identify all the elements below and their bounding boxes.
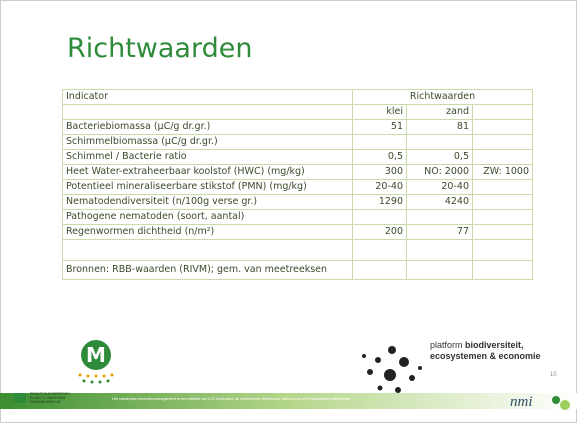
table-cell: [472, 224, 533, 240]
platform-text: platform biodiversiteit, ecosystemen & e…: [430, 340, 541, 362]
table-cell: 300: [352, 164, 407, 180]
table-cell: [472, 179, 533, 195]
table-cell: Regenwormen dichtheid (n/m²): [62, 224, 353, 240]
ppo-line: WAGENINGEN UR: [30, 400, 61, 404]
table-cell: 200: [352, 224, 407, 240]
table-cell: Schimmel / Bacterie ratio: [62, 149, 353, 165]
table-cell: [472, 119, 533, 135]
table-cell: [406, 134, 473, 150]
ppo-text: PRAKTIJKONDERZOEK PLANT & OMGEVING WAGEN…: [30, 392, 70, 404]
table-cell: Bacteriebiomassa (µC/g dr.gr.): [62, 119, 353, 135]
table-row: Nematodendiversiteit (n/100g verse gr.) 1…: [62, 194, 533, 210]
ppo-line: PLANT & OMGEVING: [30, 396, 66, 400]
table-cell: [352, 260, 407, 280]
footer-bar: [0, 393, 577, 409]
logo-letter: M: [86, 343, 106, 367]
table-cell: 0,5: [406, 149, 473, 165]
table-row: Potentieel mineraliseerbare stikstof (PM…: [62, 179, 533, 195]
table-row: Schimmel / Bacterie ratio 0,5 0,5: [62, 149, 533, 165]
table-cell: [352, 209, 407, 225]
table-cell: Schimmelbiomassa (µC/g dr.gr.): [62, 134, 353, 150]
nmi-logo: nmi: [510, 394, 533, 410]
table-cell: Nematodendiversiteit (n/100g verse gr.): [62, 194, 353, 210]
table-cell: [62, 239, 353, 261]
logo-m: [81, 340, 111, 370]
table-cell: [352, 239, 407, 261]
footer-graphics: M: [0, 340, 577, 410]
table-cell: [472, 149, 533, 165]
table-cell: 0,5: [352, 149, 407, 165]
table-row: Regenwormen dichtheid (n/m²) 200 77: [62, 224, 533, 240]
table-row: Pathogene nematoden (soort, aantal): [62, 209, 533, 225]
header-cell: Indicator: [62, 89, 353, 105]
table-cell: [406, 260, 473, 280]
platform-word: platform: [430, 340, 463, 350]
table-row: Schimmelbiomassa (µC/g dr.gr.): [62, 134, 533, 150]
table: Indicator Richtwaarden klei zand Bacteri…: [62, 89, 533, 280]
table-cell: [472, 194, 533, 210]
table-row: Heet Water-extraheerbaar koolstof (HWC) …: [62, 164, 533, 180]
platform-bold: biodiversiteit,: [465, 340, 524, 350]
table-cell: Pathogene nematoden (soort, aantal): [62, 209, 353, 225]
table-cell: Potentieel mineraliseerbare stikstof (PM…: [62, 179, 353, 195]
table-cell: [406, 239, 473, 261]
slide-title: Richtwaarden: [67, 33, 253, 64]
header-cell: klei: [352, 104, 407, 120]
table-cell: [472, 209, 533, 225]
table-cell: Bronnen: RBB-waarden (RIVM); gem. van me…: [62, 260, 353, 280]
table-cell: [472, 239, 533, 261]
table-cell: 81: [406, 119, 473, 135]
table-cell: [352, 134, 407, 150]
biodiversity-dots: [362, 346, 422, 393]
table-cell: 1290: [352, 194, 407, 210]
table-cell: 4240: [406, 194, 473, 210]
table-row: Bacteriebiomassa (µC/g dr.gr.) 51 81: [62, 119, 533, 135]
header-cell: Richtwaarden: [352, 89, 533, 105]
table-cell: [472, 260, 533, 280]
table-row: [62, 239, 533, 261]
table-cell: Heet Water-extraheerbaar koolstof (HWC) …: [62, 164, 353, 180]
platform-line2: ecosystemen & economie: [430, 351, 541, 361]
ppo-line: PRAKTIJKONDERZOEK: [30, 392, 70, 396]
header-cell: zand: [406, 104, 473, 120]
footer-text: Het masterplan mineralenmanagement is ee…: [112, 397, 351, 401]
header-cell: [472, 104, 533, 120]
page-number: 10: [550, 372, 557, 378]
table-cell: NO: 2000: [406, 164, 473, 180]
table-cell: 20-40: [352, 179, 407, 195]
table-cell: ZW: 1000: [472, 164, 533, 180]
table-cell: 20-40: [406, 179, 473, 195]
table-cell: 51: [352, 119, 407, 135]
source-row: Bronnen: RBB-waarden (RIVM); gem. van me…: [62, 260, 533, 280]
header-cell: [62, 104, 353, 120]
ppo-logo: [14, 393, 26, 403]
subheader-row: klei zand: [62, 104, 533, 120]
header-row: Indicator Richtwaarden: [62, 89, 533, 105]
table-cell: [472, 134, 533, 150]
table-cell: 77: [406, 224, 473, 240]
table-cell: [406, 209, 473, 225]
